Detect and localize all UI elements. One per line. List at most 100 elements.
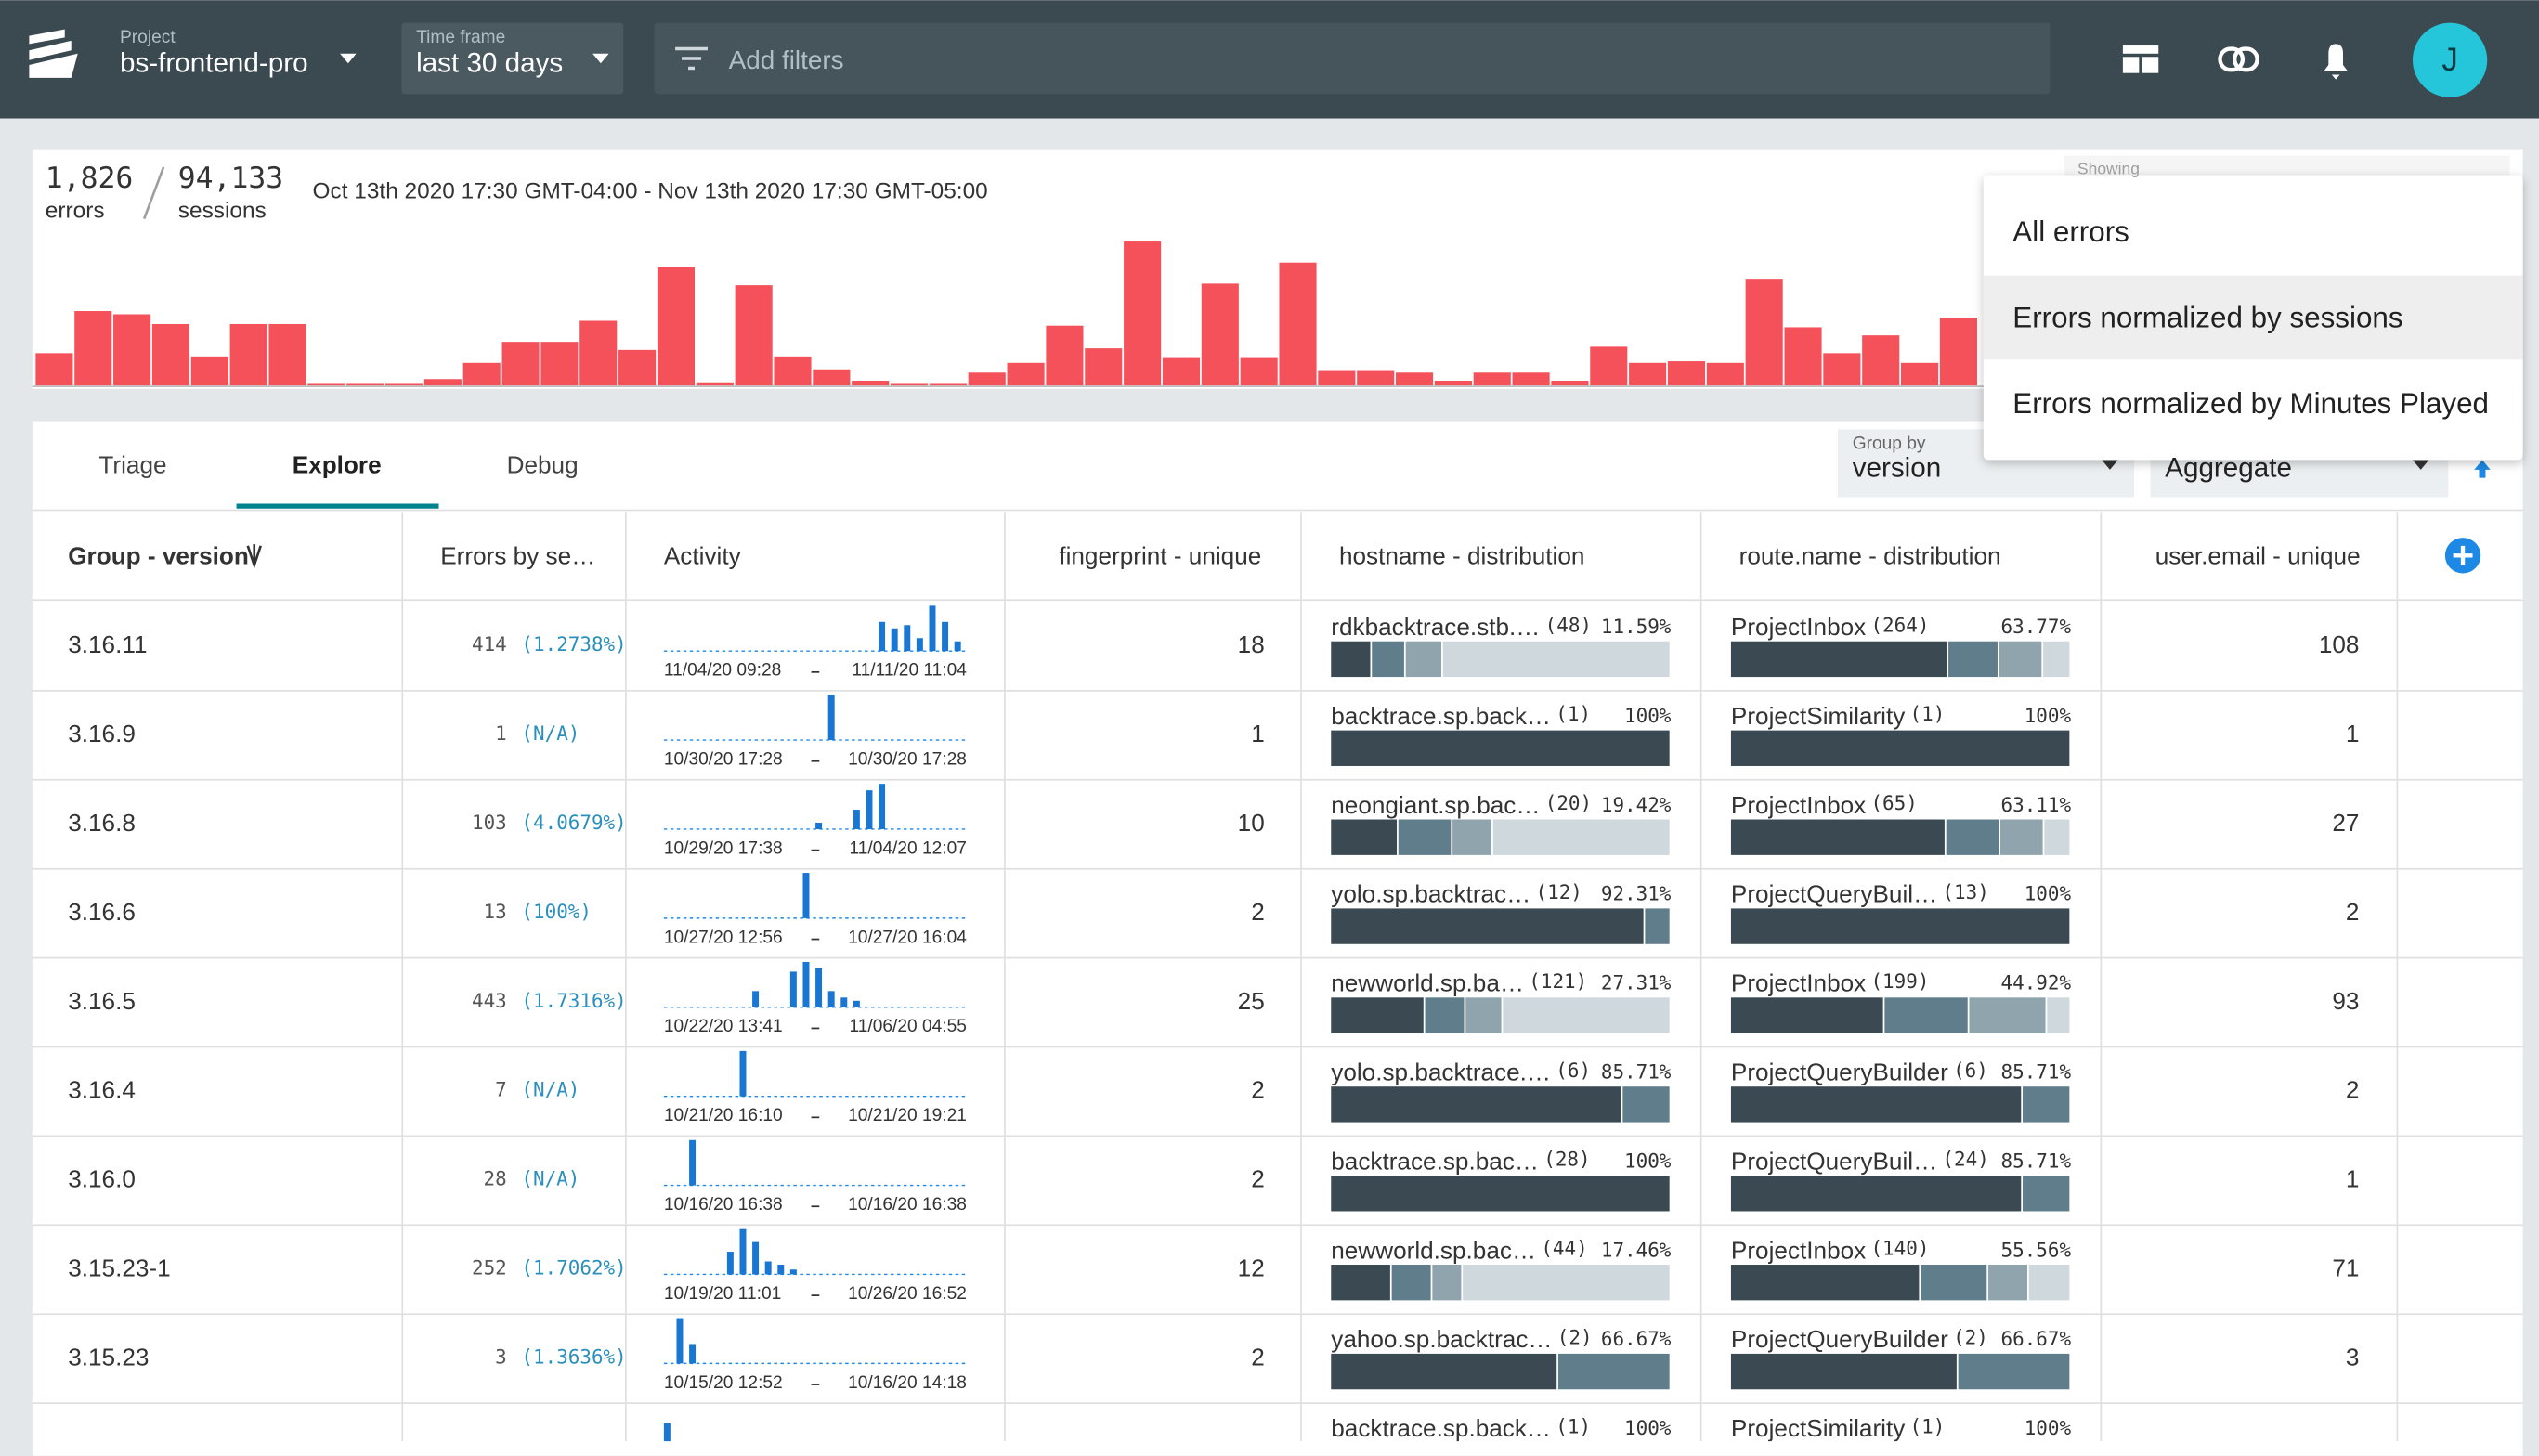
distribution-name: backtrace.sp.back… <box>1331 702 1551 730</box>
column-header[interactable]: fingerprint - unique <box>1059 541 1261 569</box>
distribution-segment <box>1730 1265 1920 1301</box>
error-count: 3 <box>495 1346 507 1368</box>
user-unique: 71 <box>2332 1254 2359 1281</box>
activity-bar <box>815 823 823 829</box>
distribution-percent: 66.67% <box>1601 1328 1672 1350</box>
activity-start: 10/29/20 17:38 <box>664 838 783 858</box>
histogram-bar <box>890 384 929 386</box>
distribution-count: (20) <box>1545 792 1592 814</box>
project-label: Project <box>120 28 176 47</box>
timeframe-value[interactable]: last 30 days <box>416 48 563 79</box>
activity-bar <box>954 641 961 652</box>
activity-bar <box>840 997 848 1008</box>
histogram-bar <box>1784 327 1822 386</box>
tab[interactable]: Explore <box>293 451 382 479</box>
version[interactable]: 3.16.0 <box>68 1165 136 1193</box>
column-header[interactable]: hostname - distribution <box>1339 541 1584 569</box>
distribution-name: ProjectInbox <box>1731 613 1866 641</box>
version[interactable]: 3.16.11 <box>68 630 147 658</box>
layout-icon[interactable] <box>2122 46 2159 73</box>
histogram-bar <box>1046 325 1084 386</box>
fingerprint-unique: 2 <box>1251 1076 1265 1104</box>
distribution-count: (12) <box>1536 881 1582 904</box>
errors-label: errors <box>46 198 105 223</box>
distribution-count: (1) <box>1556 703 1591 725</box>
tab[interactable]: Debug <box>507 451 579 479</box>
distribution-percent: 19.42% <box>1601 794 1672 816</box>
activity-end: 11/06/20 04:55 <box>850 1017 967 1036</box>
project-caret[interactable] <box>340 53 357 64</box>
histogram-bar <box>1201 283 1239 386</box>
histogram-bar <box>579 320 618 386</box>
histogram-bar <box>1551 380 1589 386</box>
distribution-count: (2) <box>1557 1326 1593 1348</box>
version[interactable]: 3.16.9 <box>68 720 136 748</box>
project-name[interactable]: bs-frontend-pro <box>120 48 308 79</box>
histogram-bar <box>1939 317 1977 386</box>
activity-bar <box>789 1269 797 1275</box>
distribution-name: ProjectInbox <box>1731 791 1866 819</box>
distribution-segment <box>1730 1176 2022 1212</box>
distribution-segment <box>1492 819 1670 855</box>
activity-end: 10/16/20 14:18 <box>848 1373 967 1393</box>
distribution-percent: 85.71% <box>1601 1061 1672 1084</box>
distribution-count: (48) <box>1545 614 1592 636</box>
distribution-percent: 11.59% <box>1601 616 1672 638</box>
distribution-count: (24) <box>1942 1149 1988 1171</box>
menu-option[interactable]: Errors normalized by sessions <box>2012 301 2402 333</box>
sort-direction-icon[interactable] <box>2474 460 2491 478</box>
distribution-segment <box>1331 1353 1557 1390</box>
version[interactable]: 3.16.4 <box>68 1076 136 1104</box>
activity-bar <box>689 1344 697 1364</box>
distribution-segment <box>1730 641 1947 678</box>
activity-bar <box>663 1423 671 1442</box>
sort-arrow[interactable] <box>246 544 262 569</box>
timeframe-box[interactable] <box>401 22 624 95</box>
error-ratio: (1.7316%) <box>521 990 626 1012</box>
column-header[interactable]: Errors by se… <box>440 541 595 569</box>
version[interactable]: 3.16.8 <box>68 809 136 837</box>
activity-end: 11/04/20 12:07 <box>850 838 967 858</box>
histogram-bar <box>190 356 228 386</box>
histogram-bar <box>346 384 384 386</box>
version[interactable]: 3.16.6 <box>68 898 136 926</box>
avatar-initial: J <box>2441 42 2457 78</box>
distribution-segment <box>2023 1086 2070 1123</box>
timeframe-caret <box>592 53 609 64</box>
activity-bar <box>827 991 835 1008</box>
distribution-segment <box>1969 997 2046 1034</box>
histogram-bar <box>1901 362 1939 386</box>
activity-bar <box>726 1252 734 1275</box>
histogram-bar <box>1706 362 1744 386</box>
error-ratio: (N/A) <box>521 722 579 745</box>
version[interactable]: 3.16.5 <box>68 987 136 1015</box>
histogram-bar <box>813 369 851 386</box>
distribution-count: (6) <box>1953 1060 1988 1082</box>
version[interactable]: 3.15.23 <box>68 1343 149 1371</box>
column-header[interactable]: Group - version <box>68 541 249 569</box>
menu-option[interactable]: Errors normalized by Minutes Played <box>2012 387 2489 420</box>
activity-start: 10/16/20 16:38 <box>664 1195 783 1215</box>
distribution-name: neongiant.sp.bac… <box>1331 791 1540 819</box>
logo[interactable] <box>29 29 78 78</box>
histogram-bar <box>1396 372 1434 386</box>
tab[interactable]: Triage <box>98 451 166 479</box>
version[interactable]: 3.15.23-1 <box>68 1254 170 1281</box>
distribution-segment <box>2028 1265 2070 1301</box>
filter-box[interactable] <box>654 22 2051 95</box>
showing-label: Showing <box>2077 160 2140 178</box>
column-header[interactable]: Activity <box>664 541 742 569</box>
column-header[interactable]: user.email - unique <box>2155 541 2361 569</box>
activity-bar <box>929 605 936 652</box>
link-icon[interactable] <box>2218 46 2259 72</box>
histogram-bar <box>774 356 812 386</box>
distribution-percent: 100% <box>2025 705 2072 727</box>
bell-icon[interactable] <box>2324 44 2349 80</box>
histogram-bar <box>113 314 151 386</box>
column-header[interactable]: route.name - distribution <box>1739 541 2001 569</box>
distribution-segment <box>1999 819 2043 855</box>
activity-bar <box>916 638 923 652</box>
avatar[interactable] <box>2412 22 2488 98</box>
distribution-segment <box>1921 1265 1987 1301</box>
menu-option[interactable]: All errors <box>2012 215 2129 248</box>
